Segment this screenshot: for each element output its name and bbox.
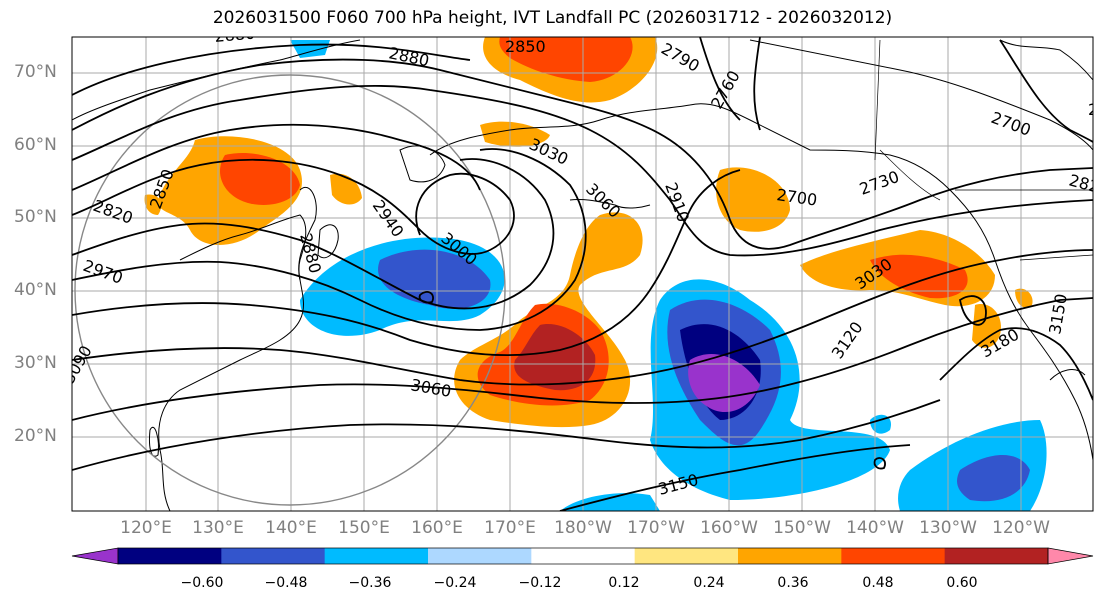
colorbar-tick-label: 0.12 (608, 575, 640, 591)
contour-label: 3120 (828, 318, 867, 362)
colorbar-tick-label: −0.60 (180, 575, 224, 591)
lon-label: 150°W (773, 518, 831, 538)
lon-label: 140°W (846, 518, 904, 538)
colorbar-tick-label: −0.24 (433, 575, 477, 591)
colorbar-bin (428, 548, 532, 564)
lon-label: 120°E (120, 518, 172, 538)
lon-label: 130°E (192, 518, 244, 538)
lon-label: 130°W (919, 518, 977, 538)
contour-label: 2730 (857, 167, 902, 199)
colorbar-bin (944, 548, 1049, 564)
colorbar-min-extension (71, 547, 119, 565)
colorbar-tick-label: 0.48 (862, 575, 894, 591)
colorbar-bin (531, 548, 636, 564)
lat-label-70n: 70°N (14, 62, 57, 82)
contour-label: 2850 (505, 37, 546, 56)
contour-label: 2700 (989, 108, 1034, 140)
contour-label: 3090 (59, 342, 96, 387)
positive-anomaly-shading (144, 37, 1033, 428)
lon-label: 180°W (554, 518, 612, 538)
colorbar-bin (841, 548, 946, 564)
lat-label-50n: 50°N (14, 207, 57, 227)
lon-label: 170°E (484, 518, 536, 538)
colorbar-max-extension (1047, 547, 1094, 565)
lon-label: 140°E (265, 518, 317, 538)
colorbar-bin (324, 548, 429, 564)
colorbar-tick-label: −0.48 (264, 575, 308, 591)
lat-label-30n: 30°N (14, 353, 57, 373)
lon-label: 120°W (992, 518, 1050, 538)
lat-label-20n: 20°N (14, 426, 57, 446)
colorbar-bin (634, 548, 739, 564)
contour-label: 2880 (214, 24, 256, 46)
contour-label: 3060 (409, 375, 452, 401)
colorbar-tick-label: 0.36 (777, 575, 809, 591)
reference-circle (74, 74, 506, 506)
lat-label-60n: 60°N (14, 135, 57, 155)
contour-label: 2820 (91, 196, 136, 228)
colorbar (71, 547, 1094, 565)
contour-label: 2970 (81, 256, 126, 288)
map-frame (71, 36, 1094, 512)
contour-label: 3150 (1045, 292, 1071, 335)
lon-label: 160°E (411, 518, 463, 538)
colorbar-tick-label: −0.12 (518, 575, 562, 591)
colorbar-tick-label: 0.60 (946, 575, 978, 591)
contour-label: 3150 (656, 470, 700, 499)
colorbar-tick-label: 0.24 (693, 575, 725, 591)
height-contours (72, 37, 1093, 511)
colorbar-bin (118, 548, 222, 564)
colorbar-bin (221, 548, 326, 564)
colorbar-bin (738, 548, 842, 564)
contour-label: 2790 (1088, 100, 1105, 119)
contour-label: 2940 (369, 196, 408, 240)
contour-label: 2790 (658, 39, 703, 76)
contour-label: 2820 (1067, 171, 1105, 200)
lon-label: 160°W (700, 518, 758, 538)
contour-label: 3030 (526, 134, 571, 168)
lat-label-40n: 40°N (14, 280, 57, 300)
colorbar-outline (117, 547, 1049, 565)
lon-label: 150°E (338, 518, 390, 538)
lon-label: 170°W (627, 518, 685, 538)
borders (874, 39, 1093, 261)
colorbar-tick-label: −0.36 (348, 575, 392, 591)
contour-label: 2880 (387, 43, 431, 70)
map-title: 2026031500 F060 700 hPa height, IVT Land… (212, 8, 893, 28)
